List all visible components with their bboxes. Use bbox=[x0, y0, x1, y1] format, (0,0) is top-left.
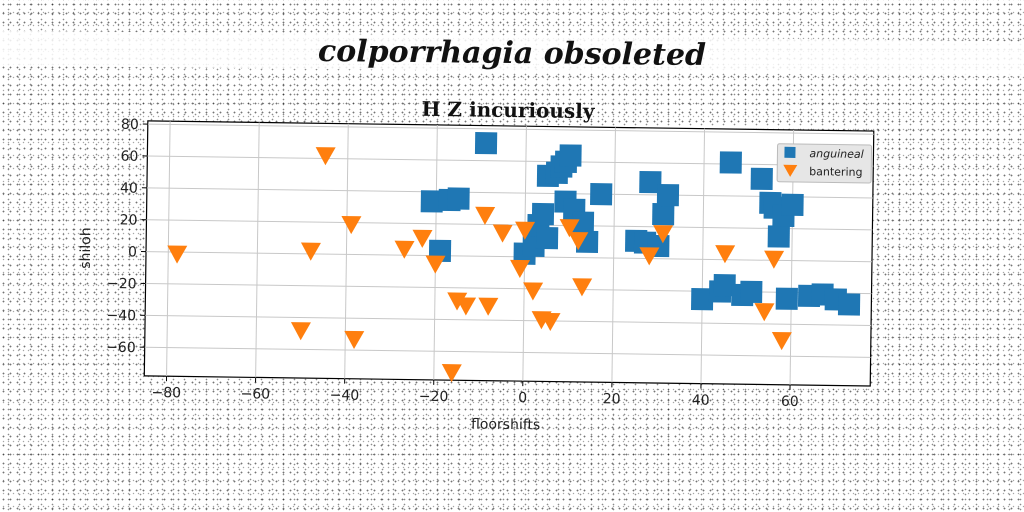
point-bantering bbox=[510, 259, 531, 278]
point-bantering bbox=[341, 216, 362, 235]
point-anguineal bbox=[559, 144, 582, 167]
point-anguineal bbox=[740, 280, 763, 304]
point-bantering bbox=[344, 330, 365, 349]
point-anguineal bbox=[447, 187, 470, 210]
point-bantering bbox=[478, 297, 499, 316]
x-tick-label: 20 bbox=[603, 391, 621, 407]
x-gridline bbox=[611, 127, 616, 383]
x-tick-label: −20 bbox=[419, 389, 449, 405]
point-bantering bbox=[290, 322, 311, 341]
point-bantering bbox=[715, 245, 736, 264]
point-anguineal bbox=[652, 203, 675, 226]
x-tick-label: −80 bbox=[151, 385, 181, 401]
point-bantering bbox=[425, 255, 446, 274]
point-bantering bbox=[300, 242, 321, 261]
point-anguineal bbox=[474, 132, 498, 155]
y-gridline bbox=[146, 187, 873, 199]
point-anguineal bbox=[656, 183, 680, 207]
point-anguineal bbox=[775, 287, 798, 310]
x-gridline bbox=[700, 128, 706, 384]
y-axis-label: shiloh bbox=[78, 227, 95, 269]
point-anguineal bbox=[713, 274, 736, 297]
point-anguineal bbox=[531, 202, 555, 226]
y-gridline bbox=[144, 346, 871, 358]
chart-body: −80 −60 −40 −20 0 20 40 60 −60 −40 −20 0 20 40 60 80 H … bbox=[78, 97, 875, 433]
x-tick-label: −60 bbox=[241, 386, 271, 402]
plot-area bbox=[143, 120, 875, 387]
legend: anguineal bantering bbox=[776, 143, 873, 184]
point-anguineal bbox=[767, 225, 790, 248]
point-bantering bbox=[523, 282, 544, 301]
x-tick-label: 60 bbox=[781, 394, 799, 410]
point-anguineal bbox=[837, 293, 861, 316]
x-gridline bbox=[255, 122, 260, 378]
point-bantering bbox=[475, 206, 496, 225]
legend-box bbox=[776, 143, 873, 184]
point-anguineal bbox=[571, 211, 595, 234]
y-gridline bbox=[147, 155, 874, 167]
legend-marker-anguineal bbox=[784, 146, 796, 158]
legend-label-anguineal: anguineal bbox=[809, 147, 863, 161]
y-tick-label: 20 bbox=[120, 212, 138, 228]
point-bantering bbox=[653, 225, 674, 244]
x-axis-label: floorshifts bbox=[471, 416, 540, 433]
point-bantering bbox=[754, 303, 775, 322]
point-bantering bbox=[394, 240, 415, 259]
point-bantering bbox=[492, 224, 513, 243]
point-bantering bbox=[572, 278, 593, 297]
point-anguineal bbox=[535, 226, 559, 250]
x-gridline bbox=[344, 123, 349, 379]
point-anguineal bbox=[590, 183, 613, 206]
data-marks bbox=[167, 132, 861, 383]
point-bantering bbox=[559, 219, 580, 238]
x-tick-label: −40 bbox=[330, 387, 360, 403]
y-tick-label: 80 bbox=[121, 117, 139, 133]
point-anguineal bbox=[639, 170, 662, 194]
x-gridline bbox=[166, 121, 171, 377]
point-bantering bbox=[167, 245, 188, 264]
y-gridline bbox=[146, 251, 872, 263]
y-tick-label: −20 bbox=[107, 276, 137, 292]
x-tick-label: 40 bbox=[692, 393, 710, 409]
y-tick-label: 0 bbox=[128, 244, 137, 260]
y-tick-label: −40 bbox=[106, 308, 136, 324]
x-tick-label: 0 bbox=[518, 390, 527, 406]
legend-label-bantering: bantering bbox=[809, 165, 862, 179]
point-bantering bbox=[441, 364, 462, 383]
point-anguineal bbox=[420, 190, 443, 213]
point-anguineal bbox=[781, 193, 804, 216]
chart-title: H Z incuriously bbox=[421, 97, 595, 123]
y-tick-label: −60 bbox=[106, 340, 136, 356]
legend-marker-bantering bbox=[783, 164, 798, 177]
point-bantering bbox=[764, 250, 785, 269]
y-gridline bbox=[147, 123, 874, 135]
y-tick-label: 40 bbox=[120, 180, 138, 196]
point-bantering bbox=[515, 221, 536, 240]
point-anguineal bbox=[719, 151, 742, 174]
point-bantering bbox=[456, 297, 477, 316]
y-gridline bbox=[145, 314, 872, 326]
point-bantering bbox=[447, 292, 468, 311]
y-tick-label: 60 bbox=[120, 149, 138, 165]
point-bantering bbox=[315, 147, 336, 166]
axes: −80 −60 −40 −20 0 20 40 60 −60 −40 −20 0 20 40 60 80 bbox=[106, 117, 799, 410]
point-anguineal bbox=[750, 167, 773, 191]
point-bantering bbox=[412, 229, 433, 248]
point-bantering bbox=[639, 247, 660, 266]
point-anguineal bbox=[691, 288, 714, 311]
point-bantering bbox=[771, 332, 792, 351]
point-bantering bbox=[568, 231, 589, 251]
point-bantering bbox=[540, 312, 561, 331]
